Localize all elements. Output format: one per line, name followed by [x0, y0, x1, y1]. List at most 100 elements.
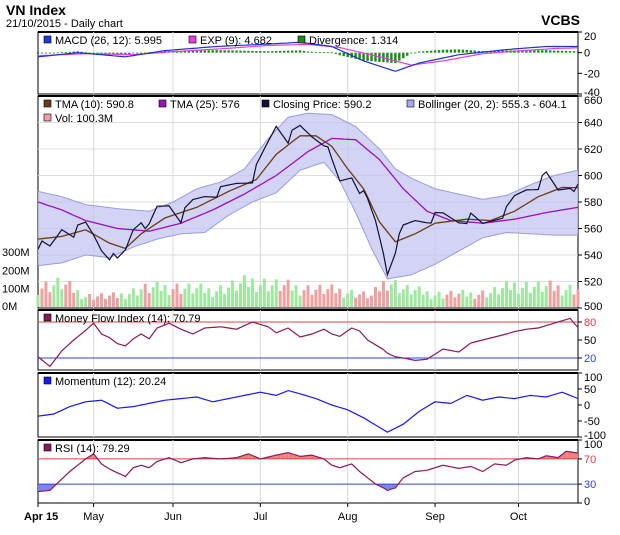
macd-divergence-bar [223, 50, 226, 53]
volume-bar [250, 278, 254, 307]
legend-swatch [43, 376, 52, 385]
volume-bar [127, 293, 131, 307]
volume-bar [199, 283, 203, 307]
price-tick-label: 540 [584, 250, 602, 262]
volume-bar [215, 291, 219, 307]
macd-divergence-bar [183, 50, 187, 53]
macd-divergence-bar [497, 50, 500, 53]
macd-divergence-bar [564, 50, 568, 53]
price-tick-label: 560 [584, 224, 602, 236]
macd-divergence-bar [338, 52, 341, 56]
bollinger-band-area [38, 113, 578, 279]
macd-divergence-bar [159, 51, 163, 53]
volume-bar [445, 294, 449, 307]
legend-entry: EXP (9): 4.682 [200, 35, 272, 47]
macd-divergence-bar [477, 50, 480, 53]
volume-tick-label: 300M [2, 247, 30, 259]
macd-divergence-bar [271, 51, 274, 53]
macd-divergence-bar [366, 52, 369, 61]
momentum-tick-label: 0 [584, 400, 590, 412]
volume-bar [318, 284, 322, 307]
volume-bar [254, 291, 258, 307]
volume-bar [338, 288, 342, 307]
legend-swatch [43, 313, 52, 322]
volume-bar [239, 283, 242, 307]
rsi-tick-label: 0 [584, 496, 590, 508]
macd-divergence-bar [330, 52, 334, 54]
macd-divergence-bar [116, 52, 119, 55]
volume-bar [350, 289, 354, 307]
volume-bar [88, 294, 92, 307]
macd-divergence-bar [354, 52, 357, 59]
momentum-line [37, 389, 579, 433]
macd-divergence-bar [203, 50, 206, 53]
rsi-overbought-fill [308, 455, 312, 459]
macd-divergence-bar [294, 50, 298, 53]
volume-bar [381, 281, 385, 307]
volume-bar [107, 295, 111, 307]
macd-divergence-bar [235, 50, 238, 53]
volume-bar [163, 285, 167, 307]
volume-bar [72, 292, 76, 307]
volume-bar [552, 290, 556, 307]
macd-divergence-bar [84, 52, 87, 54]
macd-divergence-bar [144, 52, 147, 54]
macd-divergence-bar [568, 51, 572, 53]
macd-divergence-bar [302, 51, 306, 53]
rsi-tick-label: 100 [584, 439, 602, 451]
macd-divergence-bar [362, 52, 365, 61]
volume-bar [481, 290, 485, 307]
volume-bar [294, 285, 298, 307]
volume-bar [310, 294, 314, 307]
legend-swatch [43, 35, 52, 44]
macd-divergence-bar [334, 52, 337, 54]
rsi-oversold-fill [41, 484, 46, 492]
volume-bar [92, 299, 96, 307]
volume-bar [354, 297, 358, 307]
macd-divergence-bar [243, 50, 246, 53]
macd-divergence-bar [298, 50, 302, 53]
macd-divergence-bar [429, 50, 433, 53]
momentum-tick-label: -50 [584, 416, 600, 428]
price-tick-label: 600 [584, 171, 602, 183]
macd-divergence-bar [263, 51, 266, 53]
volume-bar [417, 286, 421, 307]
volume-bar [143, 283, 147, 307]
macd-line [37, 41, 578, 72]
macd-divergence-bar [521, 50, 524, 53]
volume-bar [421, 294, 425, 307]
volume-bar [334, 293, 338, 307]
volume-bar [167, 295, 171, 307]
macd-divergence-bar [441, 49, 445, 53]
macd-divergence-bar [402, 52, 405, 59]
legend-swatch [43, 113, 52, 122]
legend-entry: Bollinger (20, 2): 555.3 - 604.1 [418, 99, 567, 111]
rsi-panel-frame [37, 439, 579, 504]
macd-divergence-bar [72, 51, 75, 53]
macd-divergence-bar [549, 50, 552, 53]
volume-bar [505, 281, 509, 307]
macd-divergence-bar [560, 50, 564, 53]
volume-bar [286, 279, 290, 307]
volume-bar [576, 289, 580, 307]
macd-divergence-bar [286, 50, 290, 53]
macd-divergence-bar [517, 50, 520, 53]
legend-swatch [297, 35, 306, 44]
volume-bar [409, 294, 413, 307]
volume-bar [80, 299, 84, 307]
volume-bar [370, 295, 374, 307]
macd-divergence-bar [259, 51, 262, 53]
macd-divergence-bar [60, 52, 64, 54]
volume-bar [322, 294, 326, 307]
macd-divergence-bar [136, 52, 139, 54]
volume-bar [207, 288, 211, 307]
macd-divergence-bar [529, 50, 532, 53]
macd-divergence-bar [247, 50, 250, 53]
volume-bar [326, 289, 330, 307]
volume-bar [100, 293, 104, 307]
macd-divergence-bar [358, 52, 361, 60]
volume-bar [493, 287, 497, 307]
legend-entry: RSI (14): 79.29 [55, 443, 130, 455]
volume-bar [40, 288, 44, 307]
